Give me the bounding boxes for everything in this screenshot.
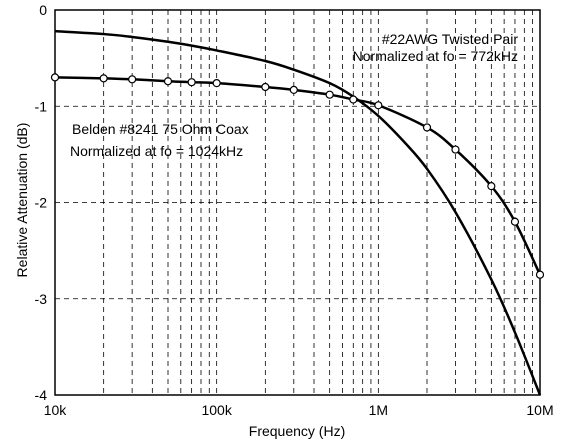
data-point-marker: [289, 85, 298, 94]
x-tick-label: 100k: [201, 402, 232, 418]
data-point-marker: [325, 90, 334, 99]
data-point-marker: [163, 77, 173, 86]
data-point-marker: [50, 73, 60, 82]
annotation-twisted-pair-line-2: Normalized at fo = 772kHz: [353, 48, 518, 64]
annotation-coax-line-1: Belden #8241 75 Ohm Coax: [72, 121, 249, 137]
annotation-coax-line-2: Normalized at fo = 1024kHz: [70, 143, 243, 159]
y-tick-label: 0: [39, 2, 47, 18]
series-layer: [50, 29, 545, 396]
annotation-twisted-pair-line-1: #22AWG Twisted Pair: [382, 31, 519, 47]
y-tick-label: -3: [35, 291, 48, 307]
data-point-marker: [422, 123, 432, 132]
y-tick-label: -1: [35, 98, 48, 114]
data-point-marker: [349, 95, 358, 104]
grid: [55, 10, 540, 395]
y-tick-label: -4: [35, 387, 48, 403]
data-point-marker: [99, 74, 108, 83]
plot-frame: [54, 9, 541, 396]
data-point-marker: [510, 217, 520, 226]
y-tick-label: -2: [35, 195, 48, 211]
x-tick-label: 1M: [369, 402, 388, 418]
x-axis-label: Frequency (Hz): [249, 423, 345, 439]
data-point-marker: [535, 270, 545, 279]
x-tick-label: 10k: [44, 402, 68, 418]
tick-labels: 10k 100k 1M 10M 0 -1 -2 -3 -4: [35, 2, 554, 418]
x-tick-label: 10M: [526, 402, 553, 418]
y-axis-label: Relative Attenuation (dB): [14, 123, 30, 278]
series-line-2: [54, 76, 542, 276]
data-point-marker: [187, 78, 196, 87]
series-line-1: [54, 29, 542, 396]
data-point-marker: [261, 82, 270, 92]
data-point-marker: [451, 145, 460, 154]
data-point-marker: [374, 101, 383, 110]
data-point-marker: [128, 75, 137, 84]
data-point-marker: [487, 182, 496, 191]
data-point-marker: [212, 79, 221, 88]
